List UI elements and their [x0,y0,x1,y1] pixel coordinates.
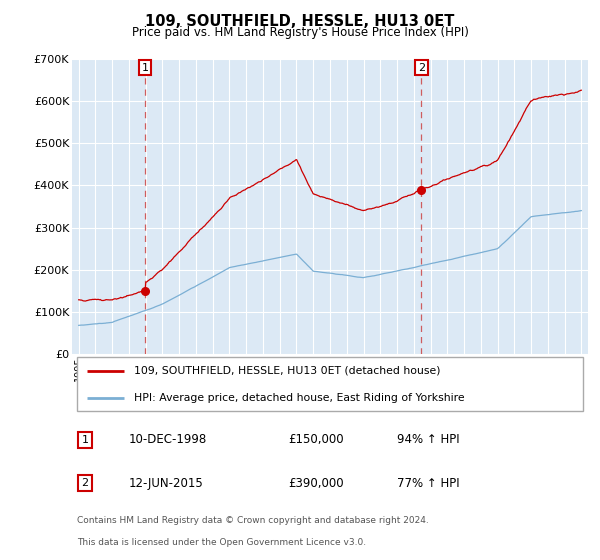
Text: HPI: Average price, detached house, East Riding of Yorkshire: HPI: Average price, detached house, East… [134,394,464,403]
Text: 2: 2 [82,478,88,488]
Text: 94% ↑ HPI: 94% ↑ HPI [397,433,460,446]
Text: This data is licensed under the Open Government Licence v3.0.: This data is licensed under the Open Gov… [77,538,366,547]
FancyBboxPatch shape [77,357,583,411]
Text: 1: 1 [142,63,148,73]
Text: 12-JUN-2015: 12-JUN-2015 [129,477,203,489]
Text: 1: 1 [82,435,88,445]
Text: 109, SOUTHFIELD, HESSLE, HU13 0ET (detached house): 109, SOUTHFIELD, HESSLE, HU13 0ET (detac… [134,366,440,376]
Text: £150,000: £150,000 [289,433,344,446]
Text: 77% ↑ HPI: 77% ↑ HPI [397,477,460,489]
Text: Contains HM Land Registry data © Crown copyright and database right 2024.: Contains HM Land Registry data © Crown c… [77,516,429,525]
Text: 10-DEC-1998: 10-DEC-1998 [129,433,207,446]
Text: £390,000: £390,000 [289,477,344,489]
Text: 109, SOUTHFIELD, HESSLE, HU13 0ET: 109, SOUTHFIELD, HESSLE, HU13 0ET [145,14,455,29]
Text: 2: 2 [418,63,425,73]
Text: Price paid vs. HM Land Registry's House Price Index (HPI): Price paid vs. HM Land Registry's House … [131,26,469,39]
